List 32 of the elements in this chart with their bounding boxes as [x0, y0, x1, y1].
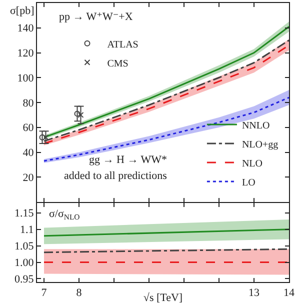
y-axis-title: σ[pb]: [10, 5, 34, 17]
y-tick-label: 1.15: [14, 208, 34, 220]
annotation: added to all predictions: [64, 170, 167, 182]
y-tick-label: 0.95: [14, 274, 34, 286]
y-tick-label: 140: [17, 22, 34, 35]
x-tick-label: 14: [284, 287, 295, 300]
legend-label: NLO: [242, 158, 263, 170]
annotation: gg → H → WW*: [89, 154, 168, 166]
y-tick-label: 1.05: [14, 240, 34, 253]
x-tick-label: 7: [41, 287, 48, 300]
point: [78, 112, 84, 118]
y-tick-label: 100: [17, 72, 34, 84]
point: [42, 134, 49, 140]
legend-label: LO: [242, 177, 256, 188]
legend-label: CMS: [107, 58, 128, 70]
y-tick-label: 80: [22, 97, 34, 110]
x-axis-title: √s [TeV]: [143, 292, 183, 304]
legend-label: NLO+gg: [242, 139, 278, 150]
point: [39, 134, 46, 140]
y-tick-label: 60: [22, 122, 34, 134]
y-tick-label: 120: [17, 48, 34, 60]
x-tick-label: 8: [76, 287, 82, 300]
legend-label: NNLO: [242, 120, 270, 132]
y-tick-label: 1.1: [20, 224, 34, 236]
annotation: pp → W⁺W⁻+X: [59, 11, 133, 23]
point: [74, 110, 80, 117]
y-tick-label: 40: [22, 147, 34, 160]
x-tick-label: 13: [248, 287, 260, 300]
y-tick-label: 1.00: [14, 257, 34, 270]
y-tick-label: 20: [22, 172, 34, 184]
y-axis-title: σ/σ$_{NLO}$: [49, 208, 80, 222]
legend-label: ATLAS: [107, 39, 138, 50]
